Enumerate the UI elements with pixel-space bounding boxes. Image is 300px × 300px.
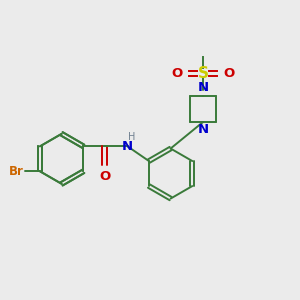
Text: Br: Br — [9, 165, 24, 178]
Text: H: H — [128, 132, 136, 142]
Text: S: S — [197, 66, 208, 81]
Text: N: N — [197, 81, 208, 94]
Text: N: N — [122, 140, 133, 153]
Text: N: N — [197, 124, 208, 136]
Text: O: O — [172, 67, 183, 80]
Text: O: O — [223, 67, 234, 80]
Text: O: O — [99, 170, 110, 183]
